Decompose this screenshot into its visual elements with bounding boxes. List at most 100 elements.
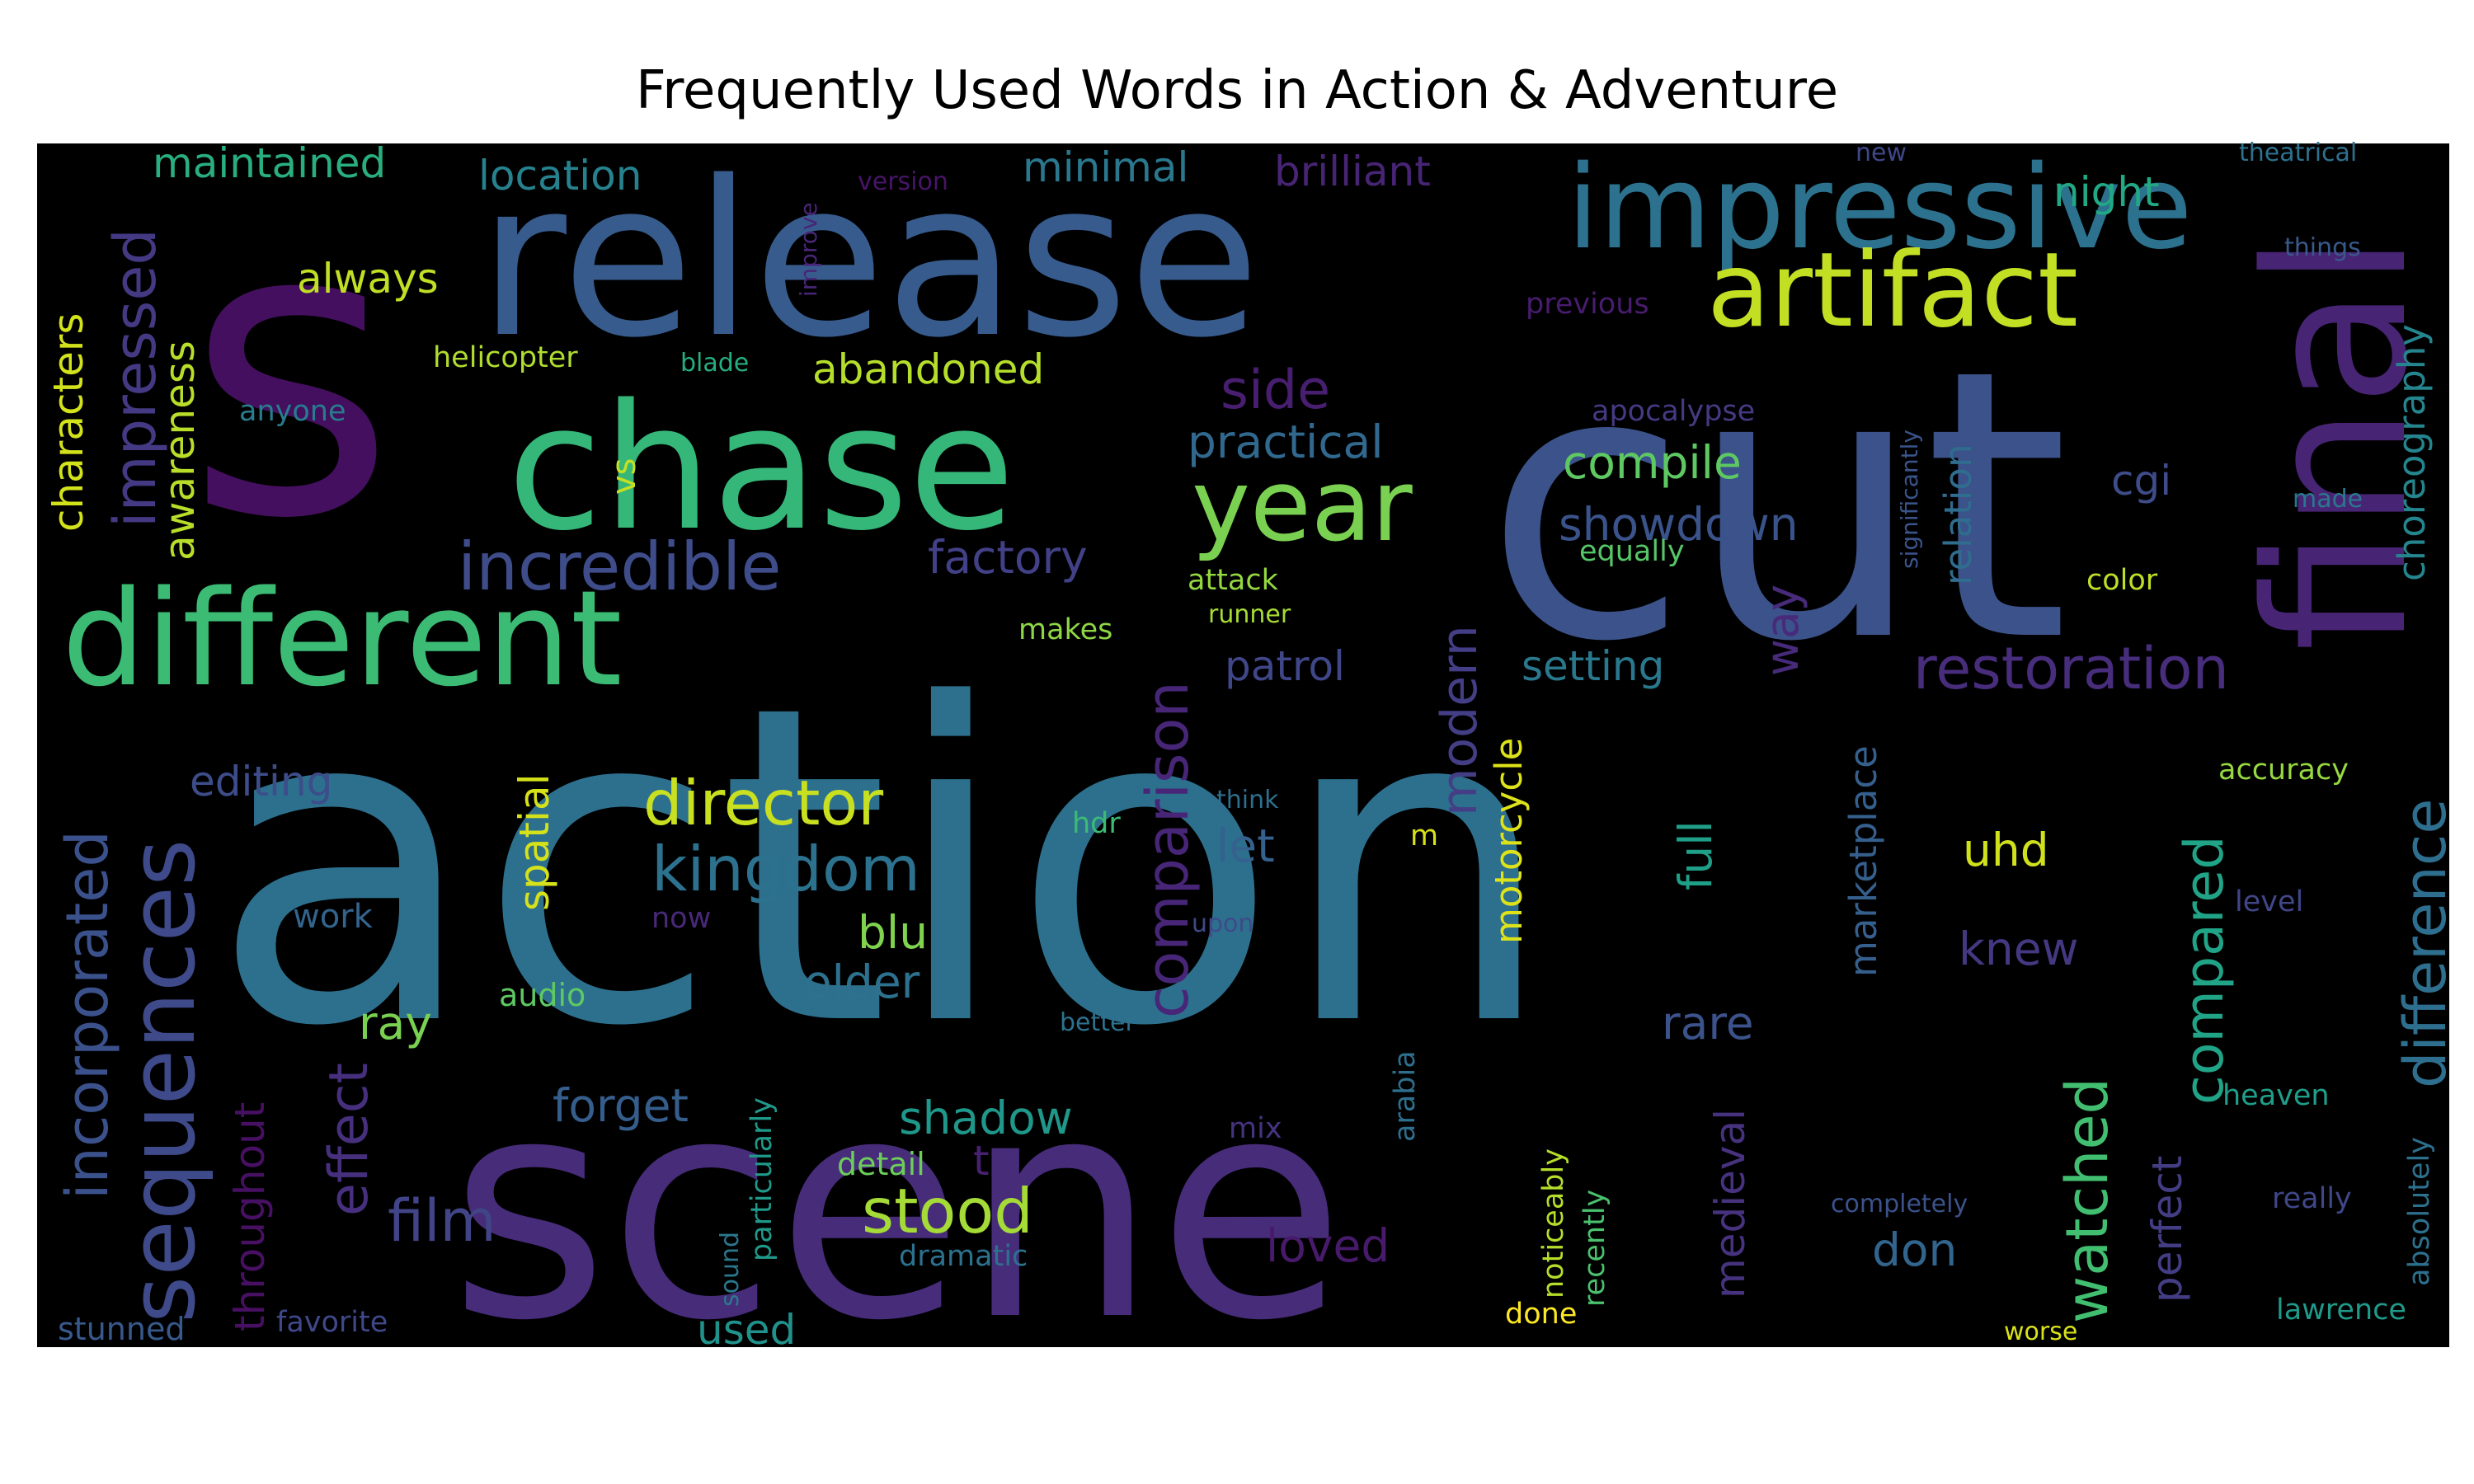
word-compared: compared — [2174, 836, 2236, 1105]
word-color: color — [2086, 564, 2158, 597]
word-used: used — [697, 1306, 796, 1354]
word-always: always — [297, 255, 439, 303]
word-equally: equally — [1579, 535, 1685, 568]
word-editing: editing — [190, 758, 332, 805]
word-new: new — [1856, 139, 1907, 167]
word-location: location — [478, 152, 642, 200]
chart-title: Frequently Used Words in Action & Advent… — [635, 60, 1839, 121]
word-side: side — [1221, 359, 1330, 421]
word-different: different — [62, 561, 623, 716]
word-worse: worse — [2004, 1317, 2077, 1346]
word-scene: scene — [449, 1033, 1345, 1388]
word-throughout: throughout — [226, 1102, 274, 1331]
word-heaven: heaven — [2222, 1079, 2330, 1112]
word-things: things — [2284, 233, 2361, 262]
word-release: release — [478, 136, 1260, 385]
word-apocalypse: apocalypse — [1592, 395, 1755, 428]
word-effect: effect — [318, 1063, 380, 1216]
word-modern: modern — [1431, 625, 1489, 816]
word-abandoned: abandoned — [812, 345, 1044, 393]
word-kingdom: kingdom — [651, 833, 920, 905]
word-recently: recently — [1578, 1190, 1611, 1307]
word-arabia: arabia — [1389, 1050, 1422, 1142]
word-now: now — [651, 902, 711, 935]
word-helicopter: helicopter — [433, 341, 578, 374]
word-work: work — [293, 898, 374, 936]
word-maintained: maintained — [153, 139, 386, 187]
word-incorporated: incorporated — [54, 830, 121, 1200]
word-practical: practical — [1188, 416, 1384, 468]
word-blade: blade — [680, 349, 749, 378]
word-version: version — [858, 167, 948, 196]
word-makes: makes — [1018, 613, 1112, 646]
word-showdown: showdown — [1559, 498, 1799, 551]
word-sequences: sequences — [110, 839, 215, 1323]
word-upon: upon — [1192, 909, 1253, 938]
word-year: year — [1192, 449, 1413, 564]
word-noticeably: noticeably — [1537, 1148, 1570, 1298]
word-night: night — [2053, 168, 2160, 216]
word-impressive: impressive — [1567, 141, 2193, 275]
word-incredible: incredible — [458, 528, 782, 605]
word-perfect: perfect — [2143, 1155, 2191, 1303]
cloud-background — [37, 143, 2449, 1347]
word-factory: factory — [928, 531, 1088, 584]
word-setting: setting — [1522, 642, 1664, 690]
word-m: m — [1410, 819, 1438, 852]
word-marketplace: marketplace — [1841, 745, 1885, 977]
word-medieval: medieval — [1706, 1109, 1754, 1298]
word-absolutely: absolutely — [2403, 1137, 2436, 1286]
word-t: t — [973, 1137, 990, 1185]
word-improve: improve — [795, 202, 822, 297]
word-loved: loved — [1266, 1219, 1390, 1272]
word-final: final — [2225, 234, 2450, 651]
word-awareness: awareness — [156, 340, 204, 561]
word-blu: blu — [858, 906, 928, 959]
word-uhd: uhd — [1963, 824, 2049, 876]
word-brilliant: brilliant — [1274, 148, 1431, 195]
word-think: think — [1216, 786, 1279, 815]
word-way: way — [1756, 585, 1808, 676]
word-impressed: impressed — [101, 228, 169, 528]
word-comparison: comparison — [1134, 681, 1202, 1018]
word-done: done — [1505, 1298, 1577, 1331]
word-full: full — [1669, 820, 1722, 890]
word-hdr: hdr — [1072, 807, 1121, 840]
word-older: older — [804, 956, 920, 1008]
word-made: made — [2293, 485, 2363, 514]
word-particularly: particularly — [745, 1097, 778, 1261]
word-runner: runner — [1208, 600, 1291, 629]
word-patrol: patrol — [1225, 642, 1345, 690]
word-don: don — [1872, 1223, 1957, 1276]
word-spatial: spatial — [510, 774, 558, 911]
word-really: really — [2272, 1182, 2352, 1215]
word-choreography: choreography — [2390, 324, 2434, 581]
word-minimal: minimal — [1023, 143, 1188, 191]
word-anyone: anyone — [239, 395, 346, 428]
word-artifact: artifact — [1707, 231, 2078, 350]
word-knew: knew — [1959, 923, 2079, 975]
word-attack: attack — [1188, 564, 1279, 597]
word-compile: compile — [1563, 436, 1742, 489]
word-restoration: restoration — [1913, 635, 2229, 702]
word-forget: forget — [553, 1079, 689, 1132]
word-ray: ray — [359, 997, 432, 1050]
word-action: action — [210, 613, 1555, 1121]
word-detail: detail — [837, 1146, 925, 1182]
word-s: s — [186, 136, 396, 607]
word-level: level — [2235, 885, 2303, 918]
word-difference: difference — [2392, 799, 2459, 1088]
word-stunned: stunned — [58, 1311, 185, 1347]
word-completely: completely — [1831, 1190, 1968, 1219]
word-audio: audio — [499, 977, 586, 1013]
word-dramatic: dramatic — [899, 1240, 1028, 1273]
word-accuracy: accuracy — [2218, 754, 2349, 787]
word-film: film — [388, 1187, 496, 1255]
word-vs: vs — [605, 458, 643, 495]
word-watched: watched — [2053, 1078, 2121, 1323]
word-mix: mix — [1229, 1112, 1282, 1145]
word-better: better — [1060, 1008, 1136, 1037]
word-characters: characters — [45, 313, 92, 532]
